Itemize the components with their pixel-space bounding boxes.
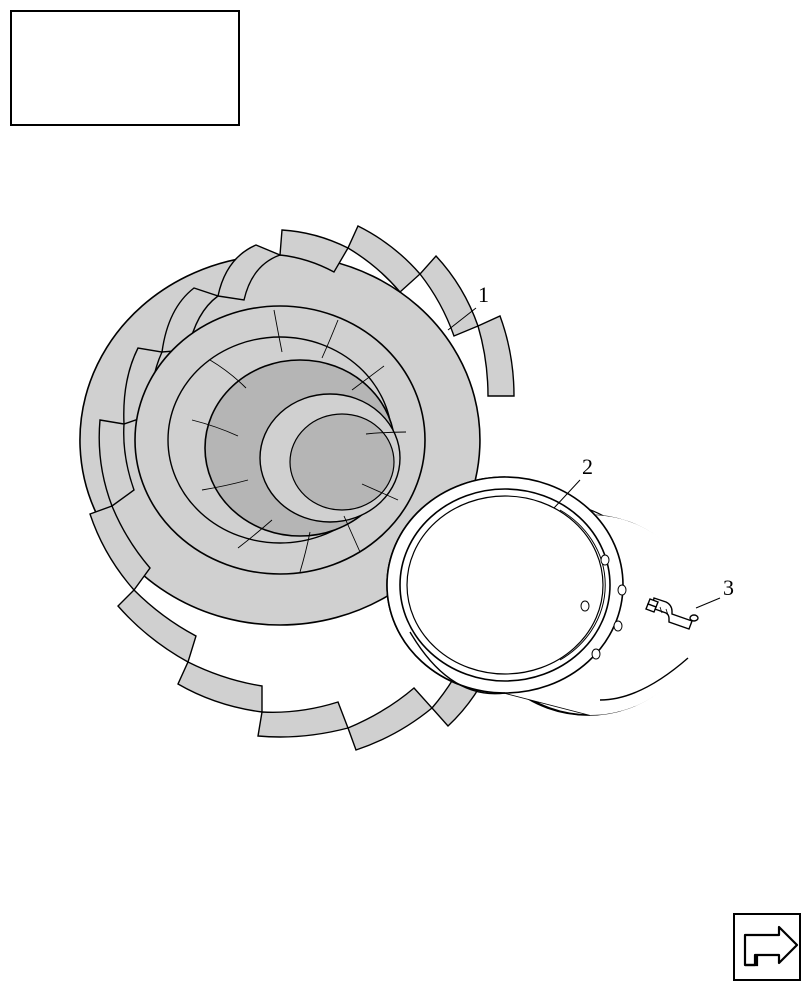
callout-3: 3	[723, 575, 734, 601]
callout-1-text: 1	[478, 282, 489, 307]
rim-wheel	[387, 477, 700, 715]
callout-3-text: 3	[723, 575, 734, 600]
valve-stem	[646, 598, 698, 629]
tire-assembly	[80, 226, 532, 750]
title-box	[10, 10, 240, 126]
exploded-diagram	[0, 0, 812, 1000]
next-page-icon[interactable]	[733, 913, 801, 981]
assembly-axis	[180, 445, 672, 615]
callout-2-text: 2	[582, 454, 593, 479]
callout-1: 1	[478, 282, 489, 308]
callout-2: 2	[582, 454, 593, 480]
tire-lugs	[90, 226, 532, 750]
